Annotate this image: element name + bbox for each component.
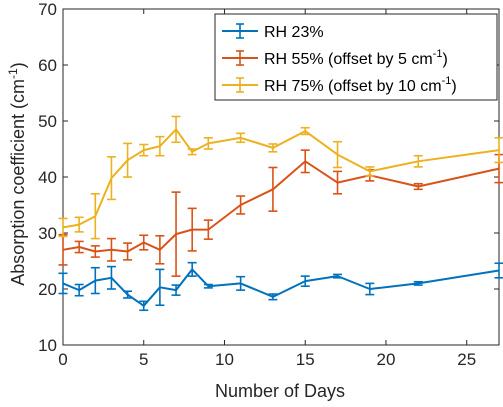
error-bar bbox=[268, 293, 278, 301]
error-bar bbox=[203, 137, 213, 150]
error-bar bbox=[300, 275, 310, 288]
error-bar bbox=[74, 240, 84, 254]
legend-label-rh75: RH 75% (offset by 10 cm-1) bbox=[264, 75, 457, 95]
x-tick-label: 0 bbox=[58, 350, 67, 369]
y-tick-label: 50 bbox=[38, 112, 57, 131]
error-bar bbox=[139, 300, 149, 312]
error-bar bbox=[90, 266, 100, 295]
error-bar bbox=[74, 216, 84, 233]
y-axis-label-tail: ) bbox=[8, 62, 28, 68]
error-bar bbox=[139, 143, 149, 157]
legend-marker-rh55 bbox=[222, 50, 258, 66]
y-axis-label-superscript: -1 bbox=[6, 68, 20, 79]
legend-label-rh55-tail: ) bbox=[442, 51, 447, 68]
error-bar bbox=[58, 217, 68, 238]
y-tick-label: 70 bbox=[38, 0, 57, 19]
series-line bbox=[62, 268, 500, 307]
y-axis-label: Absorption coefficient (cm-1) bbox=[6, 62, 28, 285]
y-axis-label-main: Absorption coefficient (cm bbox=[8, 79, 28, 286]
error-bar bbox=[155, 268, 165, 307]
error-bar bbox=[236, 132, 246, 144]
y-tick-label: 20 bbox=[38, 280, 57, 299]
x-tick-label: 10 bbox=[215, 350, 234, 369]
error-bar bbox=[106, 237, 116, 262]
error-bar bbox=[58, 272, 68, 295]
legend-entry-rh55: RH 55% (offset by 5 cm-1) bbox=[222, 48, 448, 68]
legend-label-rh55: RH 55% (offset by 5 cm-1) bbox=[264, 48, 448, 68]
legend-marker-rh23 bbox=[222, 23, 258, 39]
error-bar bbox=[268, 166, 278, 212]
error-bar bbox=[494, 137, 503, 164]
error-bar bbox=[236, 195, 246, 215]
error-bar bbox=[106, 265, 116, 290]
x-tick-label: 5 bbox=[139, 350, 148, 369]
error-bar bbox=[187, 207, 197, 252]
legend-entry-rh75: RH 75% (offset by 10 cm-1) bbox=[222, 75, 457, 95]
error-bar bbox=[123, 142, 133, 178]
error-bar bbox=[365, 166, 375, 177]
error-bar bbox=[171, 284, 181, 296]
series-2 bbox=[58, 115, 503, 240]
legend-label-rh75-tail: ) bbox=[451, 78, 456, 95]
error-bar bbox=[413, 280, 423, 286]
error-bar bbox=[268, 143, 278, 153]
legend-box bbox=[214, 13, 498, 101]
error-bar bbox=[413, 154, 423, 168]
error-bar bbox=[203, 219, 213, 240]
error-bar bbox=[171, 191, 181, 277]
error-bar bbox=[187, 261, 197, 277]
axis-ticks: 0 5 10 15 20 25 10 20 30 40 50 60 70 bbox=[38, 0, 499, 369]
error-bar bbox=[203, 283, 213, 289]
error-bar bbox=[123, 242, 133, 261]
x-tick-label: 25 bbox=[457, 350, 476, 369]
error-bar bbox=[171, 115, 181, 144]
error-bar bbox=[139, 234, 149, 251]
legend-label-rh75-superscript: -1 bbox=[442, 75, 452, 87]
error-bar bbox=[123, 290, 133, 299]
series-line bbox=[62, 160, 500, 253]
series-0 bbox=[58, 261, 503, 312]
legend-label-rh55-superscript: -1 bbox=[433, 48, 443, 60]
legend-label-rh55-main: RH 55% (offset by 5 cm bbox=[264, 51, 433, 68]
series-1 bbox=[58, 149, 503, 277]
legend: RH 23% RH 55% (offset by 5 cm-1) RH 75% … bbox=[214, 13, 498, 101]
legend-label-rh23: RH 23% bbox=[264, 24, 324, 41]
error-bar bbox=[494, 262, 503, 279]
error-bar bbox=[413, 182, 423, 191]
y-tick-label: 40 bbox=[38, 168, 57, 187]
error-bar bbox=[155, 235, 165, 265]
x-axis-label: Number of Days bbox=[215, 381, 345, 401]
series-layer bbox=[58, 115, 503, 312]
x-tick-label: 15 bbox=[296, 350, 315, 369]
error-bar bbox=[333, 170, 343, 195]
error-bar bbox=[333, 140, 343, 169]
error-bar bbox=[365, 282, 375, 296]
error-bar bbox=[300, 126, 310, 136]
x-tick-label: 20 bbox=[377, 350, 396, 369]
y-tick-label: 10 bbox=[38, 336, 57, 355]
y-tick-label: 30 bbox=[38, 224, 57, 243]
error-bar bbox=[236, 275, 246, 291]
legend-label-rh75-main: RH 75% (offset by 10 cm bbox=[264, 78, 442, 95]
error-bar bbox=[90, 193, 100, 240]
error-bar bbox=[300, 149, 310, 174]
legend-entry-rh23: RH 23% bbox=[222, 23, 324, 41]
error-bar bbox=[187, 148, 197, 156]
y-tick-label: 60 bbox=[38, 56, 57, 75]
error-bar bbox=[90, 245, 100, 258]
legend-marker-rh75 bbox=[222, 77, 258, 93]
error-bar bbox=[155, 135, 165, 157]
error-bar bbox=[74, 283, 84, 297]
error-bar bbox=[333, 273, 343, 279]
error-bar bbox=[106, 156, 116, 201]
